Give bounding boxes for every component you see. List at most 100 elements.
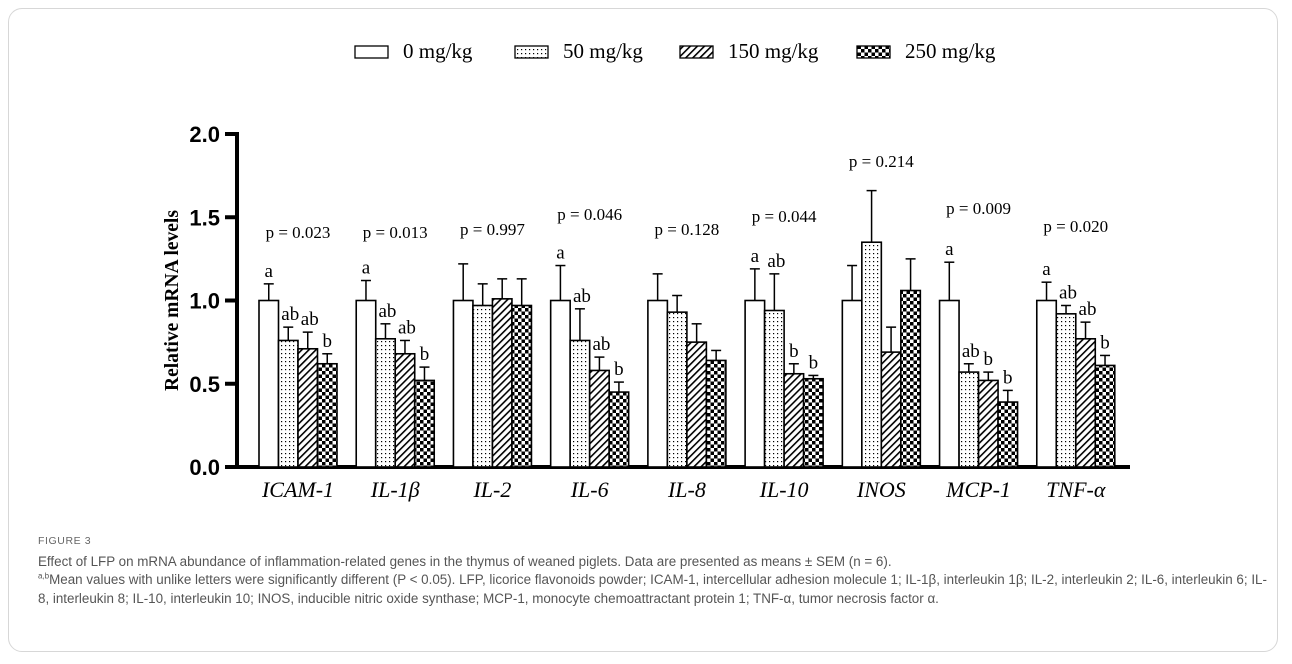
- legend-swatch-dotted: [514, 45, 549, 59]
- legend-swatch-checkered: [856, 45, 891, 59]
- legend-label-open: 0 mg/kg: [403, 39, 473, 63]
- bar-open: [841, 299, 863, 468]
- significance-letter: b: [614, 359, 624, 380]
- p-value-label: p = 0.046: [557, 205, 622, 224]
- legend-swatch-hatched: [679, 45, 714, 59]
- y-axis-label: Relative mRNA levels: [162, 210, 183, 391]
- significance-letter: ab: [1079, 299, 1097, 320]
- y-tick-label: 2.0: [189, 122, 220, 147]
- bar-checkered: [511, 304, 533, 468]
- significance-letter: a: [556, 243, 565, 264]
- bar-open: [744, 299, 766, 468]
- p-value-label: p = 0.044: [752, 207, 817, 226]
- x-tick-label: IL-1β: [370, 477, 420, 502]
- significance-letter: b: [420, 344, 430, 365]
- significance-letter: a: [265, 261, 274, 282]
- bar-hatched: [1074, 337, 1097, 468]
- significance-letter: b: [323, 331, 333, 352]
- legend-label-checkered: 250 mg/kg: [905, 39, 996, 63]
- significance-letter: b: [984, 349, 994, 370]
- bar-dotted: [861, 241, 883, 468]
- significance-letter: b: [1100, 332, 1110, 353]
- bar-hatched: [977, 379, 999, 468]
- y-tick-label: 0.0: [189, 455, 220, 480]
- x-tick-label: IL-10: [759, 477, 809, 502]
- bar-hatched: [394, 352, 416, 468]
- bar-dotted: [472, 304, 494, 468]
- legend-label-hatched: 150 mg/kg: [728, 39, 819, 63]
- bar-open: [1035, 299, 1058, 468]
- x-tick-label: IL-8: [667, 477, 706, 502]
- x-tick-label: IL-2: [472, 477, 511, 502]
- bar-dotted: [666, 311, 688, 468]
- p-value-label: p = 0.128: [654, 220, 719, 239]
- p-value-label: p = 0.020: [1043, 217, 1108, 236]
- bar-dotted: [958, 371, 980, 468]
- x-tick-label: INOS: [856, 477, 906, 502]
- significance-letter: a: [751, 246, 760, 267]
- significance-letter: ab: [301, 309, 319, 330]
- caption-superscript: a,b: [38, 571, 50, 581]
- bar-checkered: [608, 391, 630, 468]
- p-value-label: p = 0.013: [363, 223, 428, 242]
- p-value-label: p = 0.023: [266, 223, 331, 242]
- significance-letter: a: [945, 239, 954, 260]
- significance-letter: ab: [398, 317, 416, 338]
- bar-open: [452, 299, 474, 468]
- bar-checkered: [413, 379, 436, 468]
- bar-hatched: [297, 347, 319, 468]
- caption-line-1: Effect of LFP on mRNA abundance of infla…: [38, 553, 892, 569]
- y-tick-label: 1.5: [189, 205, 220, 230]
- significance-letter: ab: [281, 304, 299, 325]
- bar-checkered: [1094, 364, 1116, 468]
- legend-label-dotted: 50 mg/kg: [563, 39, 643, 63]
- significance-letter: ab: [592, 334, 610, 355]
- x-tick-label: ICAM-1: [261, 477, 334, 502]
- significance-letter: ab: [962, 341, 980, 362]
- bar-dotted: [374, 337, 397, 468]
- significance-letter: ab: [767, 251, 785, 272]
- bar-hatched: [686, 341, 708, 468]
- bar-dotted: [1055, 313, 1077, 468]
- figure-label: FIGURE 3: [38, 535, 92, 547]
- y-tick-label: 0.5: [189, 372, 220, 397]
- p-value-label: p = 0.997: [460, 220, 525, 239]
- bar-hatched: [783, 372, 805, 468]
- bar-dotted: [569, 339, 591, 468]
- bar-dotted: [763, 309, 785, 468]
- bar-checkered: [705, 359, 727, 468]
- p-value-label: p = 0.214: [849, 152, 914, 171]
- bar-open: [258, 299, 280, 468]
- bar-checkered: [802, 377, 824, 468]
- bar-hatched: [491, 298, 513, 468]
- significance-letter: ab: [379, 301, 397, 322]
- legend: 0 mg/kg 50 mg/kg 150 mg/kg 250 mg/kg: [354, 39, 996, 63]
- significance-letter: a: [1042, 259, 1051, 280]
- bar-open: [549, 299, 571, 468]
- bar-chart: 0 mg/kg 50 mg/kg 150 mg/kg 250 mg/kg 0.0 0.5…: [162, 39, 1130, 502]
- significance-letter: ab: [1059, 282, 1077, 303]
- bar-hatched: [588, 369, 610, 468]
- significance-letter: a: [362, 258, 371, 279]
- bar-checkered: [997, 401, 1019, 468]
- bar-hatched: [880, 351, 902, 468]
- significance-letter: ab: [573, 286, 591, 307]
- caption-line-2-text: Mean values with unlike letters were sig…: [38, 572, 1267, 606]
- x-tick-label: MCP-1: [945, 477, 1011, 502]
- bar-open: [355, 299, 377, 468]
- legend-swatch-open: [354, 45, 389, 59]
- y-tick-label: 1.0: [189, 289, 220, 314]
- figure-caption: FIGURE 3 Effect of LFP on mRNA abundance…: [38, 532, 1268, 608]
- significance-letter: b: [809, 352, 819, 373]
- bar-dotted: [277, 339, 299, 468]
- bar-checkered: [316, 362, 338, 468]
- caption-line-2: a,bMean values with unlike letters were …: [38, 571, 1268, 608]
- bar-checkered: [900, 289, 922, 468]
- x-tick-label: IL-6: [570, 477, 609, 502]
- bar-open: [647, 299, 669, 468]
- p-value-label: p = 0.009: [946, 199, 1011, 218]
- x-tick-label: TNF-α: [1046, 477, 1106, 502]
- significance-letter: b: [1003, 367, 1013, 388]
- bar-open: [938, 299, 960, 468]
